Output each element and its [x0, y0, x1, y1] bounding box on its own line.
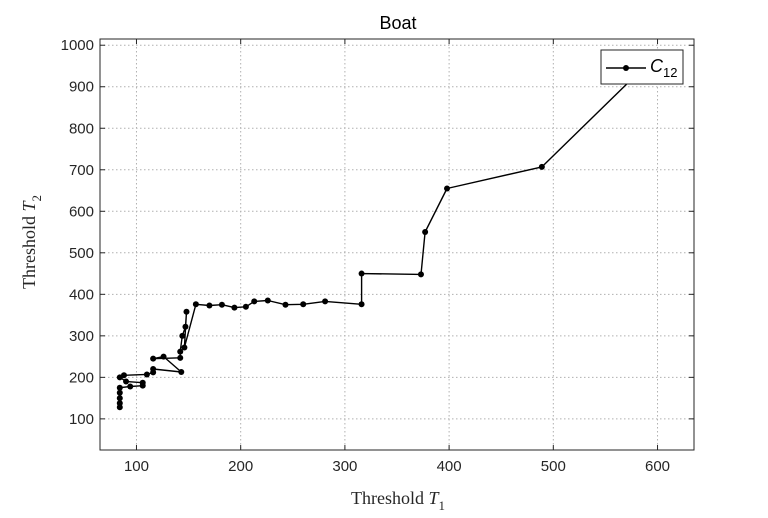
y-tick-label: 1000 [61, 37, 94, 54]
plot-area-frame [99, 38, 695, 451]
data-point [300, 301, 307, 308]
x-tick-label: 100 [124, 458, 149, 475]
x-axis-label-text: Threshold [351, 488, 428, 508]
axis-ticks: 100 200 300 400 500 600 100 200 300 400 500 600 700 8… [61, 37, 694, 475]
data-point [127, 383, 134, 390]
data-point [192, 301, 199, 308]
data-point [322, 298, 329, 305]
y-tick-label: 800 [69, 120, 94, 137]
data-point [231, 304, 238, 311]
y-axis-label-var: T [19, 200, 39, 212]
y-tick-label: 600 [69, 203, 94, 220]
data-point [123, 378, 130, 385]
x-axis-label-sub: 1 [439, 498, 446, 513]
data-point [150, 355, 157, 362]
data-point [358, 270, 365, 277]
data-point [150, 366, 157, 373]
data-point [264, 297, 271, 304]
legend-box [600, 49, 684, 85]
legend-marker-sample [623, 65, 629, 71]
x-tick-label: 500 [541, 458, 566, 475]
data-point [183, 308, 190, 315]
data-point [218, 301, 225, 308]
y-tick-label: 500 [69, 245, 94, 262]
x-tick-label: 600 [645, 458, 670, 475]
y-tick-label: 200 [69, 369, 94, 386]
data-point [160, 353, 167, 360]
data-point [538, 163, 545, 170]
y-tick-label: 700 [69, 162, 94, 179]
data-point [358, 301, 365, 308]
data-point [116, 404, 123, 411]
data-point [116, 400, 123, 407]
y-axis-label-sub: 2 [29, 195, 44, 202]
y-tick-label: 900 [69, 79, 94, 96]
data-point [242, 303, 249, 310]
data-point [282, 301, 289, 308]
x-axis-label: Threshold T1 [351, 488, 445, 513]
legend-entry-base: C [650, 56, 664, 76]
data-point [417, 271, 424, 278]
y-tick-label: 300 [69, 328, 94, 345]
data-point [139, 379, 146, 386]
y-axis-label: Threshold T2 [19, 195, 44, 289]
data-point [206, 302, 213, 309]
data-point [120, 372, 127, 379]
data-point [179, 332, 186, 339]
legend-entry-sub: 12 [663, 65, 677, 80]
data-point [178, 368, 185, 375]
data-point [422, 229, 429, 236]
data-point [177, 348, 184, 355]
x-tick-label: 400 [437, 458, 462, 475]
data-point [182, 323, 189, 330]
x-tick-label: 300 [332, 458, 357, 475]
data-point [143, 371, 150, 378]
data-point [181, 344, 188, 351]
chart-title: Boat [379, 13, 416, 33]
data-point [251, 298, 258, 305]
y-tick-label: 100 [69, 411, 94, 428]
data-point [116, 395, 123, 402]
data-point [116, 389, 123, 396]
legend: C12 [600, 49, 684, 85]
data-point [444, 185, 451, 192]
x-tick-label: 200 [228, 458, 253, 475]
y-tick-label: 400 [69, 286, 94, 303]
data-point [116, 384, 123, 391]
legend-entry-label: C12 [650, 56, 677, 80]
grid-lines [100, 39, 694, 450]
data-point [177, 354, 184, 361]
x-axis-label-var: T [428, 488, 440, 508]
y-axis-label-text: Threshold [19, 212, 39, 289]
